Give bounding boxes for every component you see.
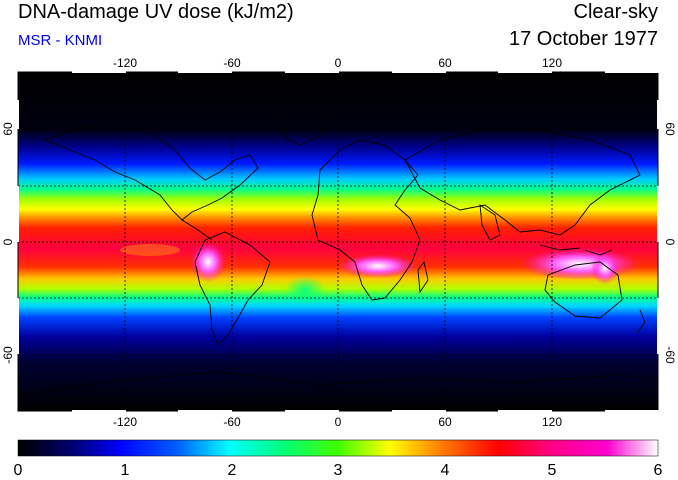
lon-label-top: 60 <box>438 56 452 70</box>
colorbar-tick: 6 <box>654 462 663 479</box>
colorbar <box>18 440 658 456</box>
source-label: MSR - KNMI <box>18 32 103 49</box>
lon-label-bottom: -60 <box>223 415 241 429</box>
lon-label-top: -60 <box>223 56 241 70</box>
lat-label-right: -60 <box>663 346 677 364</box>
date-label: 17 October 1977 <box>509 28 658 50</box>
chart-title: DNA-damage UV dose (kJ/m2) <box>18 1 294 23</box>
colorbar-frame <box>17 439 659 457</box>
lon-label-bottom: 120 <box>542 415 562 429</box>
lon-label-bottom: 0 <box>335 415 342 429</box>
sky-condition-label: Clear-sky <box>573 1 658 23</box>
coastlines <box>18 101 658 396</box>
lat-label-left: -60 <box>1 346 15 364</box>
graticule <box>18 72 658 411</box>
lon-label-bottom: -120 <box>113 415 137 429</box>
frame-scale-bars <box>16 70 660 413</box>
lat-label-left: 60 <box>1 122 15 136</box>
lon-label-bottom: 60 <box>438 415 452 429</box>
colorbar-tick: 5 <box>548 462 557 479</box>
lat-label-right: 60 <box>663 122 677 136</box>
colorbar-tick: 0 <box>14 462 23 479</box>
colorbar-tick: 4 <box>441 462 450 479</box>
colorbar-tick: 3 <box>334 462 343 479</box>
lon-label-top: 0 <box>335 56 342 70</box>
lat-label-left: 0 <box>1 238 15 245</box>
colorbar-tick: 2 <box>228 462 237 479</box>
colorbar-tick: 1 <box>121 462 130 479</box>
lon-label-top: 120 <box>542 56 562 70</box>
lon-label-top: -120 <box>113 56 137 70</box>
lat-label-right: 0 <box>663 239 677 246</box>
